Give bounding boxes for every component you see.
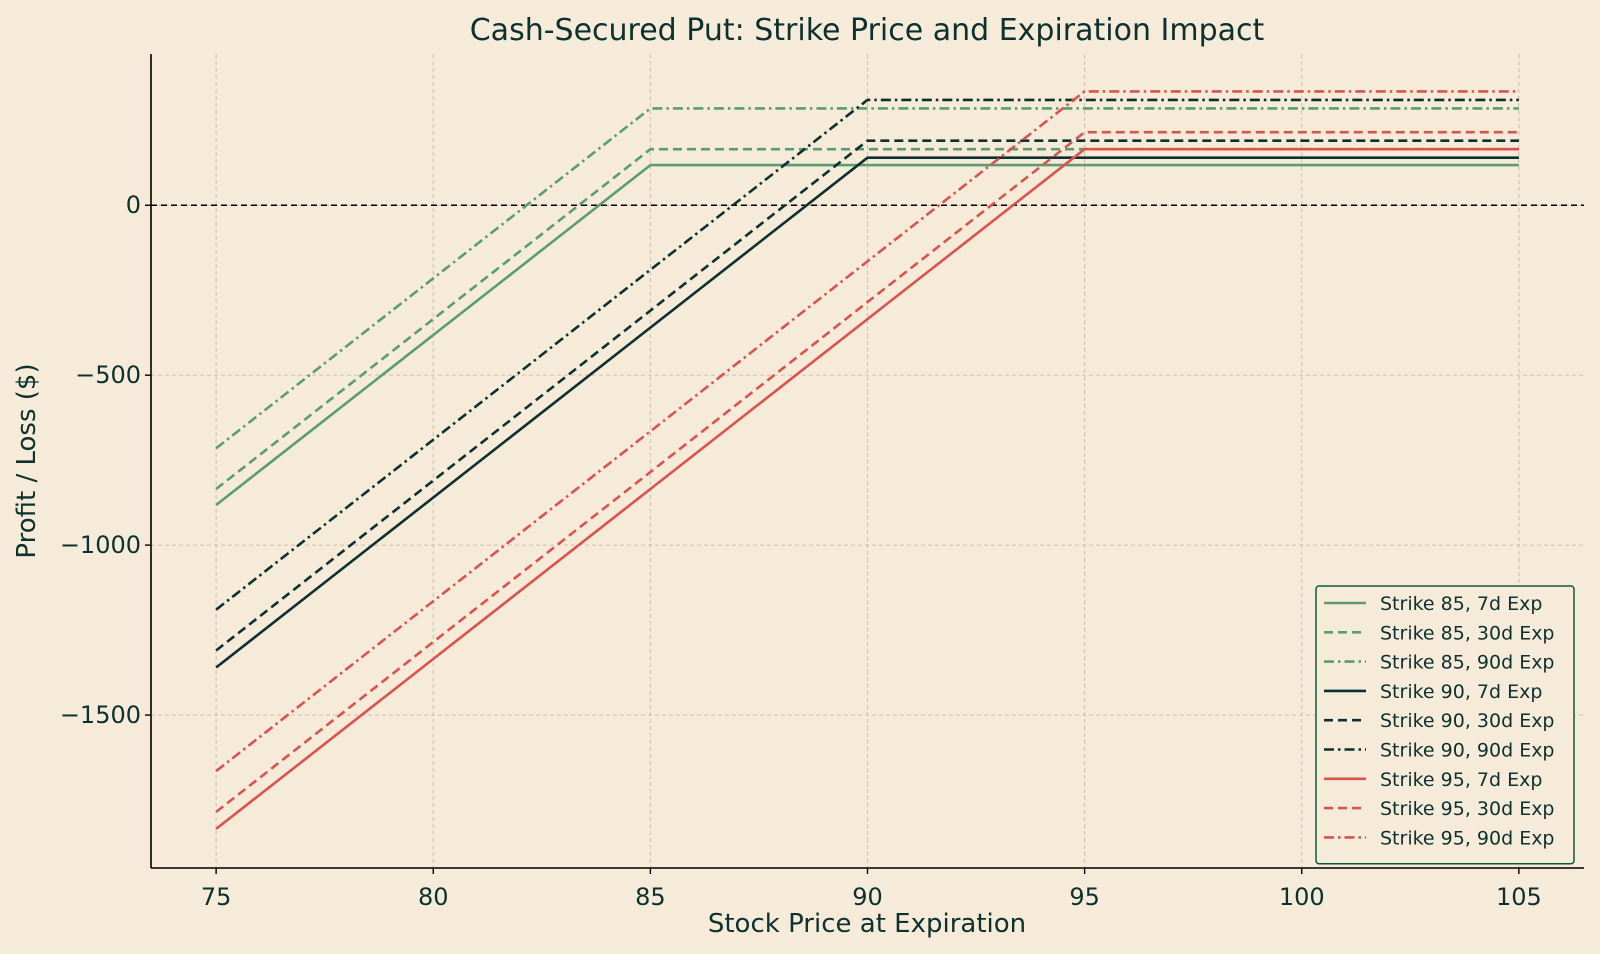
legend: Strike 85, 7d Exp Strike 85, 30d Exp Strik…: [1315, 585, 1575, 865]
series-line-8: [215, 90, 1519, 773]
y-ticks: 0 −500 −1000 −1500: [60, 191, 151, 729]
x-tick-label-4: 95: [1069, 883, 1100, 911]
x-tick-label-2: 85: [635, 883, 666, 911]
y-tick-label-2: −1000: [60, 531, 141, 559]
legend-label-6: Strike 95, 7d Exp: [1380, 769, 1542, 791]
legend-box: [1315, 585, 1575, 865]
x-tick-label-1: 80: [418, 883, 449, 911]
legend-label-0: Strike 85, 7d Exp: [1380, 593, 1542, 615]
y-tick-label-3: −1500: [60, 701, 141, 729]
x-tick-label-3: 90: [852, 883, 883, 911]
y-tick-label-0: 0: [126, 191, 141, 219]
legend-label-7: Strike 95, 30d Exp: [1380, 798, 1555, 820]
x-axis-label: Stock Price at Expiration: [708, 909, 1026, 939]
series-line-0: [215, 163, 1519, 507]
legend-label-4: Strike 90, 30d Exp: [1380, 710, 1555, 732]
x-ticks: 75 80 85 90 95 100 105: [201, 868, 1542, 911]
plot-lines: [215, 90, 1519, 830]
series-line-5: [215, 98, 1519, 611]
series-line-6: [215, 147, 1519, 830]
series-line-3: [215, 156, 1519, 669]
legend-label-3: Strike 90, 7d Exp: [1380, 681, 1542, 703]
legend-label-2: Strike 85, 90d Exp: [1380, 652, 1555, 674]
grid: [151, 54, 1584, 868]
series-line-2: [215, 107, 1519, 450]
x-tick-label-5: 100: [1279, 883, 1325, 911]
y-tick-label-1: −500: [75, 361, 141, 389]
legend-label-5: Strike 90, 90d Exp: [1380, 740, 1555, 762]
y-axis-label: Profit / Loss ($): [12, 363, 42, 558]
legend-label-1: Strike 85, 30d Exp: [1380, 622, 1555, 644]
series-line-1: [215, 147, 1519, 491]
x-tick-label-6: 105: [1496, 883, 1542, 911]
x-tick-label-0: 75: [201, 883, 232, 911]
legend-label-8: Strike 95, 90d Exp: [1380, 827, 1555, 849]
series-line-7: [215, 130, 1519, 813]
series-line-4: [215, 139, 1519, 652]
chart-title: Cash-Secured Put: Strike Price and Expir…: [470, 13, 1265, 48]
